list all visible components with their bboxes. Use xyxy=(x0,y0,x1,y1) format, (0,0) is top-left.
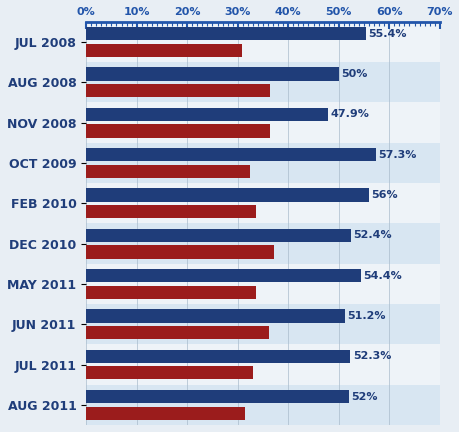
Text: 31.5%: 31.5% xyxy=(204,408,242,418)
Text: 33.7%: 33.7% xyxy=(215,287,253,297)
Text: 36.3%: 36.3% xyxy=(228,86,266,95)
Bar xyxy=(86,165,249,178)
Text: 30.8%: 30.8% xyxy=(201,45,239,55)
Text: 36.1%: 36.1% xyxy=(227,327,265,337)
Bar xyxy=(86,183,439,223)
Text: 52.3%: 52.3% xyxy=(352,351,391,361)
Bar xyxy=(86,286,256,299)
Bar xyxy=(86,326,268,339)
Bar xyxy=(86,67,338,81)
Bar xyxy=(86,264,439,304)
Bar xyxy=(86,108,327,121)
Bar xyxy=(86,124,269,137)
Text: 50%: 50% xyxy=(341,69,367,79)
Bar xyxy=(86,188,368,202)
Bar xyxy=(86,102,439,143)
Bar xyxy=(86,349,350,363)
Text: 57.3%: 57.3% xyxy=(377,149,416,160)
Bar xyxy=(86,344,439,385)
Bar xyxy=(86,148,375,161)
Text: 56%: 56% xyxy=(371,190,397,200)
Text: 36.4%: 36.4% xyxy=(228,126,267,136)
Bar xyxy=(86,304,439,344)
Text: 47.9%: 47.9% xyxy=(330,109,369,119)
Bar xyxy=(86,143,439,183)
Text: 52%: 52% xyxy=(351,392,377,402)
Text: 52.4%: 52.4% xyxy=(353,230,391,240)
Text: 51.2%: 51.2% xyxy=(347,311,385,321)
Bar xyxy=(86,245,274,258)
Text: 54.4%: 54.4% xyxy=(363,271,402,281)
Bar xyxy=(86,385,439,425)
Bar xyxy=(86,229,350,242)
Text: 55.4%: 55.4% xyxy=(368,29,406,39)
Bar xyxy=(86,205,255,218)
Text: 37.2%: 37.2% xyxy=(233,247,271,257)
Bar xyxy=(86,84,269,97)
Bar xyxy=(86,407,245,420)
Text: 33.6%: 33.6% xyxy=(214,206,253,216)
Bar xyxy=(86,390,348,403)
Bar xyxy=(86,62,439,102)
Bar xyxy=(86,366,253,379)
Text: 32.4%: 32.4% xyxy=(208,166,247,176)
Bar xyxy=(86,22,439,62)
Text: 33.1%: 33.1% xyxy=(212,368,250,378)
Bar xyxy=(86,44,241,57)
Bar xyxy=(86,309,344,323)
Bar xyxy=(86,269,360,282)
Bar xyxy=(86,223,439,264)
Bar xyxy=(86,27,365,40)
